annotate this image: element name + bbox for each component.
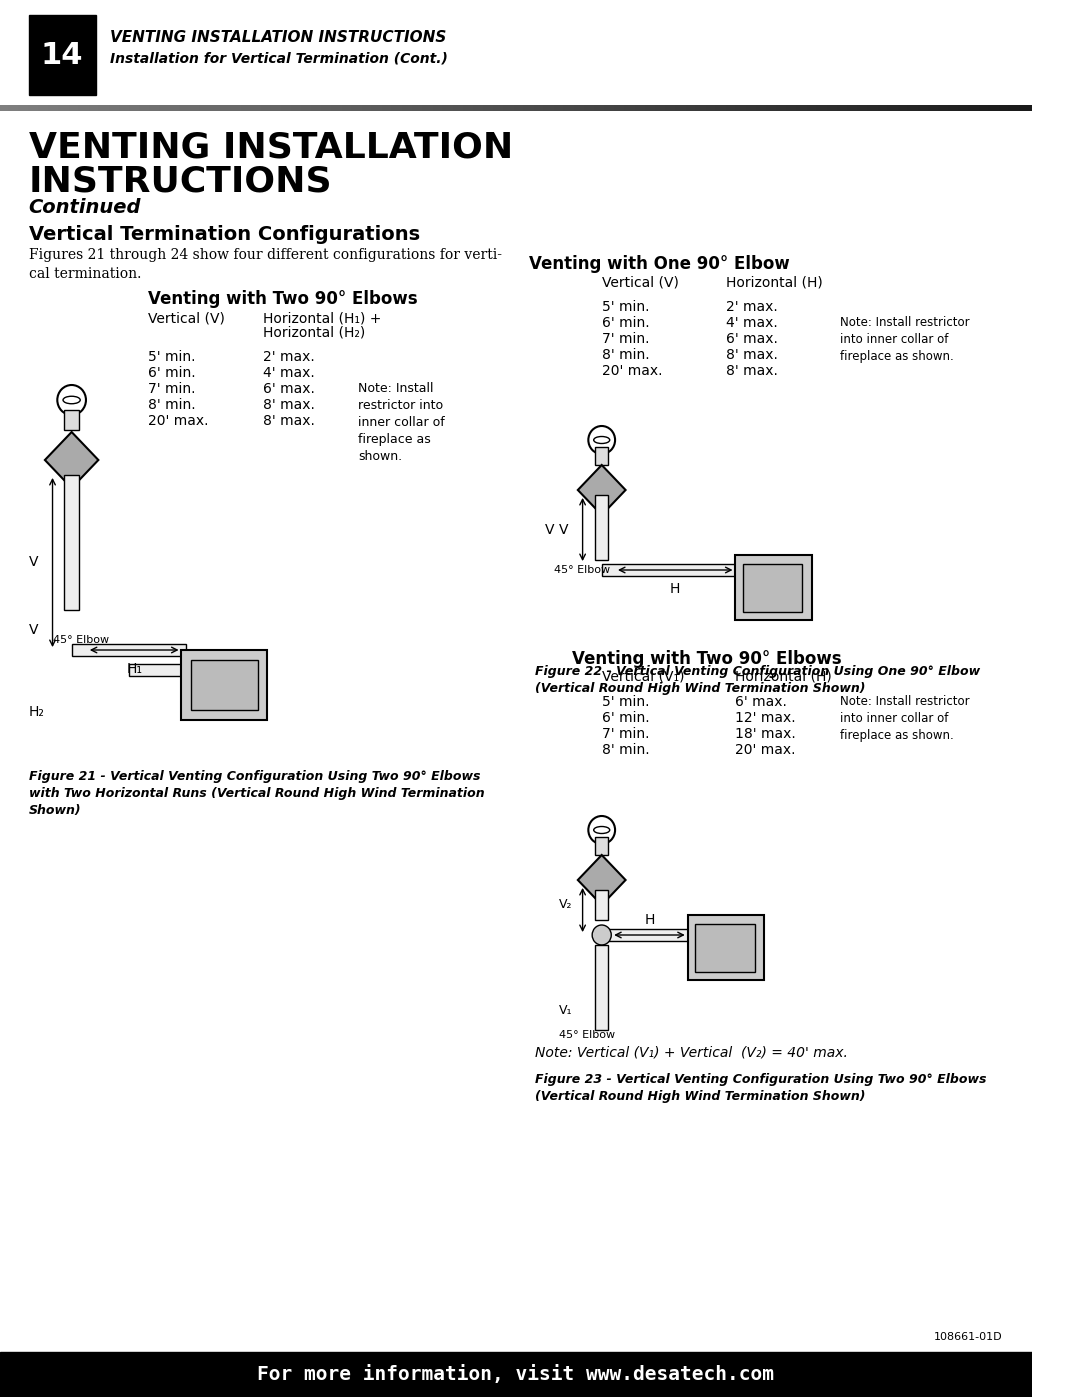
Text: Vertical (V): Vertical (V)	[602, 275, 678, 289]
Bar	[64, 409, 79, 430]
Text: 5' min.: 5' min.	[602, 694, 649, 710]
Text: 8' min.: 8' min.	[602, 348, 649, 362]
Text: 45° Elbow: 45° Elbow	[558, 1030, 615, 1039]
Text: For more information, visit www.desatech.com: For more information, visit www.desatech…	[257, 1365, 774, 1384]
Text: Vertical Termination Configurations: Vertical Termination Configurations	[29, 225, 420, 244]
Bar	[595, 944, 608, 1030]
Text: Figures 21 through 24 show four different configurations for verti-
cal terminat: Figures 21 through 24 show four differen…	[29, 249, 501, 282]
Text: 45° Elbow: 45° Elbow	[554, 564, 610, 576]
Text: Note: Install
restrictor into
inner collar of
fireplace as
shown.: Note: Install restrictor into inner coll…	[359, 381, 445, 462]
Text: 8' max.: 8' max.	[726, 348, 778, 362]
Text: 108661-01D: 108661-01D	[934, 1331, 1003, 1343]
Text: Horizontal (H): Horizontal (H)	[735, 671, 833, 685]
Text: Note: Install restrictor
into inner collar of
fireplace as shown.: Note: Install restrictor into inner coll…	[840, 316, 970, 363]
Bar	[595, 447, 608, 465]
Text: V: V	[29, 556, 38, 570]
Text: INSTRUCTIONS: INSTRUCTIONS	[29, 165, 333, 198]
Text: 8' min.: 8' min.	[602, 743, 649, 757]
Text: Figure 21 - Vertical Venting Configuration Using Two 90° Elbows
with Two Horizon: Figure 21 - Vertical Venting Configurati…	[29, 770, 484, 817]
Text: 6' min.: 6' min.	[602, 316, 649, 330]
Text: H₁: H₁	[126, 662, 143, 676]
Text: H: H	[670, 583, 680, 597]
Text: Venting with One 90° Elbow: Venting with One 90° Elbow	[528, 256, 789, 272]
Text: V: V	[558, 522, 568, 536]
Text: 8' max.: 8' max.	[262, 398, 314, 412]
Text: 7' min.: 7' min.	[602, 332, 649, 346]
Text: Figure 22 - Vertical Venting Configuration Using One 90° Elbow
(Vertical Round H: Figure 22 - Vertical Venting Configurati…	[535, 665, 980, 694]
Circle shape	[592, 925, 611, 944]
Text: 7' min.: 7' min.	[602, 726, 649, 740]
Bar	[129, 664, 205, 676]
Text: Note: Install restrictor
into inner collar of
fireplace as shown.: Note: Install restrictor into inner coll…	[840, 694, 970, 742]
Bar	[595, 890, 608, 921]
Text: 6' max.: 6' max.	[726, 332, 778, 346]
Text: 8' max.: 8' max.	[726, 365, 778, 379]
Text: Installation for Vertical Termination (Cont.): Installation for Vertical Termination (C…	[110, 52, 448, 66]
Bar	[64, 475, 79, 610]
Text: 2' max.: 2' max.	[262, 351, 314, 365]
Text: V: V	[544, 522, 554, 536]
Text: V₁: V₁	[558, 1003, 572, 1017]
Text: 8' min.: 8' min.	[148, 398, 195, 412]
Text: Figure 23 - Vertical Venting Configuration Using Two 90° Elbows
(Vertical Round : Figure 23 - Vertical Venting Configurati…	[535, 1073, 986, 1104]
Text: 20' max.: 20' max.	[148, 414, 208, 427]
Text: 6' min.: 6' min.	[602, 711, 649, 725]
Bar	[0, 0, 1031, 101]
Bar	[688, 915, 764, 981]
Text: 7' min.: 7' min.	[148, 381, 195, 395]
Bar	[0, 1352, 1031, 1397]
Text: 6' min.: 6' min.	[148, 366, 195, 380]
Text: 6' max.: 6' max.	[262, 381, 314, 395]
Text: H: H	[645, 914, 654, 928]
Text: Vertical (V): Vertical (V)	[148, 312, 225, 326]
Bar	[743, 564, 802, 612]
Text: 20' max.: 20' max.	[602, 365, 662, 379]
Text: Continued: Continued	[29, 198, 141, 217]
Bar	[595, 837, 608, 855]
Text: Venting with Two 90° Elbows: Venting with Two 90° Elbows	[572, 650, 841, 668]
Bar	[181, 650, 268, 719]
Text: Horizontal (H): Horizontal (H)	[726, 275, 823, 289]
Text: Venting with Two 90° Elbows: Venting with Two 90° Elbows	[148, 291, 418, 307]
Text: 45° Elbow: 45° Elbow	[53, 636, 109, 645]
Text: 18' max.: 18' max.	[735, 726, 796, 740]
Bar	[595, 495, 608, 560]
Text: 2' max.: 2' max.	[726, 300, 778, 314]
Text: 6' max.: 6' max.	[735, 694, 787, 710]
Text: 4' max.: 4' max.	[262, 366, 314, 380]
Text: 14: 14	[41, 41, 83, 70]
Bar	[71, 644, 186, 657]
Text: V: V	[29, 623, 38, 637]
Text: 4' max.: 4' max.	[726, 316, 778, 330]
Text: 5' min.: 5' min.	[148, 351, 195, 365]
Text: Horizontal (H₁) +: Horizontal (H₁) +	[262, 312, 381, 326]
Text: 12' max.: 12' max.	[735, 711, 796, 725]
Text: Vertical (V₁): Vertical (V₁)	[602, 671, 685, 685]
Bar	[191, 659, 258, 710]
Text: 8' max.: 8' max.	[262, 414, 314, 427]
Polygon shape	[578, 465, 625, 515]
Bar	[735, 555, 812, 620]
Text: Horizontal (H₂): Horizontal (H₂)	[262, 326, 365, 339]
Text: H₂: H₂	[29, 705, 44, 719]
Polygon shape	[45, 432, 98, 488]
Bar	[29, 15, 95, 95]
Text: Note: Vertical (V₁) + Vertical  (V₂) = 40' max.: Note: Vertical (V₁) + Vertical (V₂) = 40…	[535, 1045, 848, 1059]
Bar	[602, 929, 698, 942]
Text: VENTING INSTALLATION: VENTING INSTALLATION	[29, 130, 513, 163]
Text: VENTING INSTALLATION INSTRUCTIONS: VENTING INSTALLATION INSTRUCTIONS	[110, 29, 446, 45]
Text: 20' max.: 20' max.	[735, 743, 796, 757]
Text: V₂: V₂	[558, 898, 572, 911]
Bar	[602, 564, 745, 576]
Polygon shape	[578, 855, 625, 905]
Text: 5' min.: 5' min.	[602, 300, 649, 314]
Bar	[696, 923, 755, 972]
